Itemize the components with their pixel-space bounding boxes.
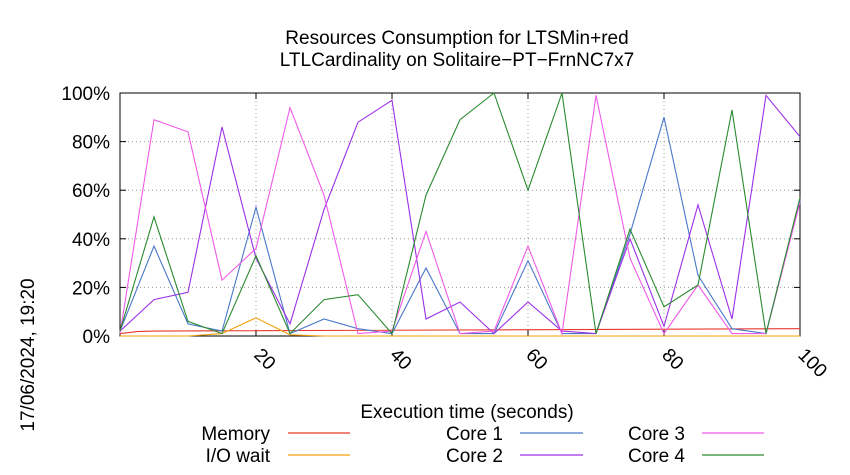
tick-labels: 0% 20% 40% 60% 80% 100% 20 40 60 80 100 bbox=[61, 84, 830, 382]
series-line-core-2 bbox=[119, 94, 801, 335]
y-tick-label: 60% bbox=[72, 181, 110, 202]
chart-title: Resources Consumption for LTSMin+red bbox=[285, 28, 628, 49]
series-lines bbox=[119, 92, 801, 337]
x-tick-label: 60 bbox=[521, 345, 551, 375]
legend-label-core-3: Core 3 bbox=[628, 424, 685, 445]
series-line-core-4 bbox=[119, 92, 801, 335]
series-line-core-1 bbox=[119, 117, 801, 335]
y-tick-label: 100% bbox=[61, 84, 110, 105]
chart-subtitle: LTLCardinality on Solitaire−PT−FrnNC7x7 bbox=[280, 50, 634, 71]
x-tick-label: 80 bbox=[657, 345, 687, 375]
y-tick-label: 80% bbox=[72, 133, 110, 154]
legend-label-core-4: Core 4 bbox=[628, 446, 685, 467]
y-tick-label: 40% bbox=[72, 230, 110, 251]
timestamp: 17/06/2024, 19:20 bbox=[18, 278, 39, 431]
grid bbox=[120, 93, 800, 336]
legend-label-memory: Memory bbox=[201, 424, 270, 445]
y-tick-label: 20% bbox=[72, 278, 110, 299]
series-line-i-o-wait bbox=[120, 317, 800, 337]
x-axis-label: Execution time (seconds) bbox=[360, 402, 573, 423]
series-line-memory bbox=[119, 328, 801, 335]
series-line-core-3 bbox=[119, 95, 801, 336]
x-tick-label: 20 bbox=[249, 345, 279, 375]
x-tick-label: 40 bbox=[385, 345, 415, 375]
x-tick-label: 100 bbox=[793, 345, 830, 382]
y-tick-label: 0% bbox=[83, 327, 111, 348]
legend-label-core-1: Core 1 bbox=[446, 424, 503, 445]
legend-label-core-2: Core 2 bbox=[446, 446, 503, 467]
legend-label-i-o-wait: I/O wait bbox=[206, 446, 271, 467]
